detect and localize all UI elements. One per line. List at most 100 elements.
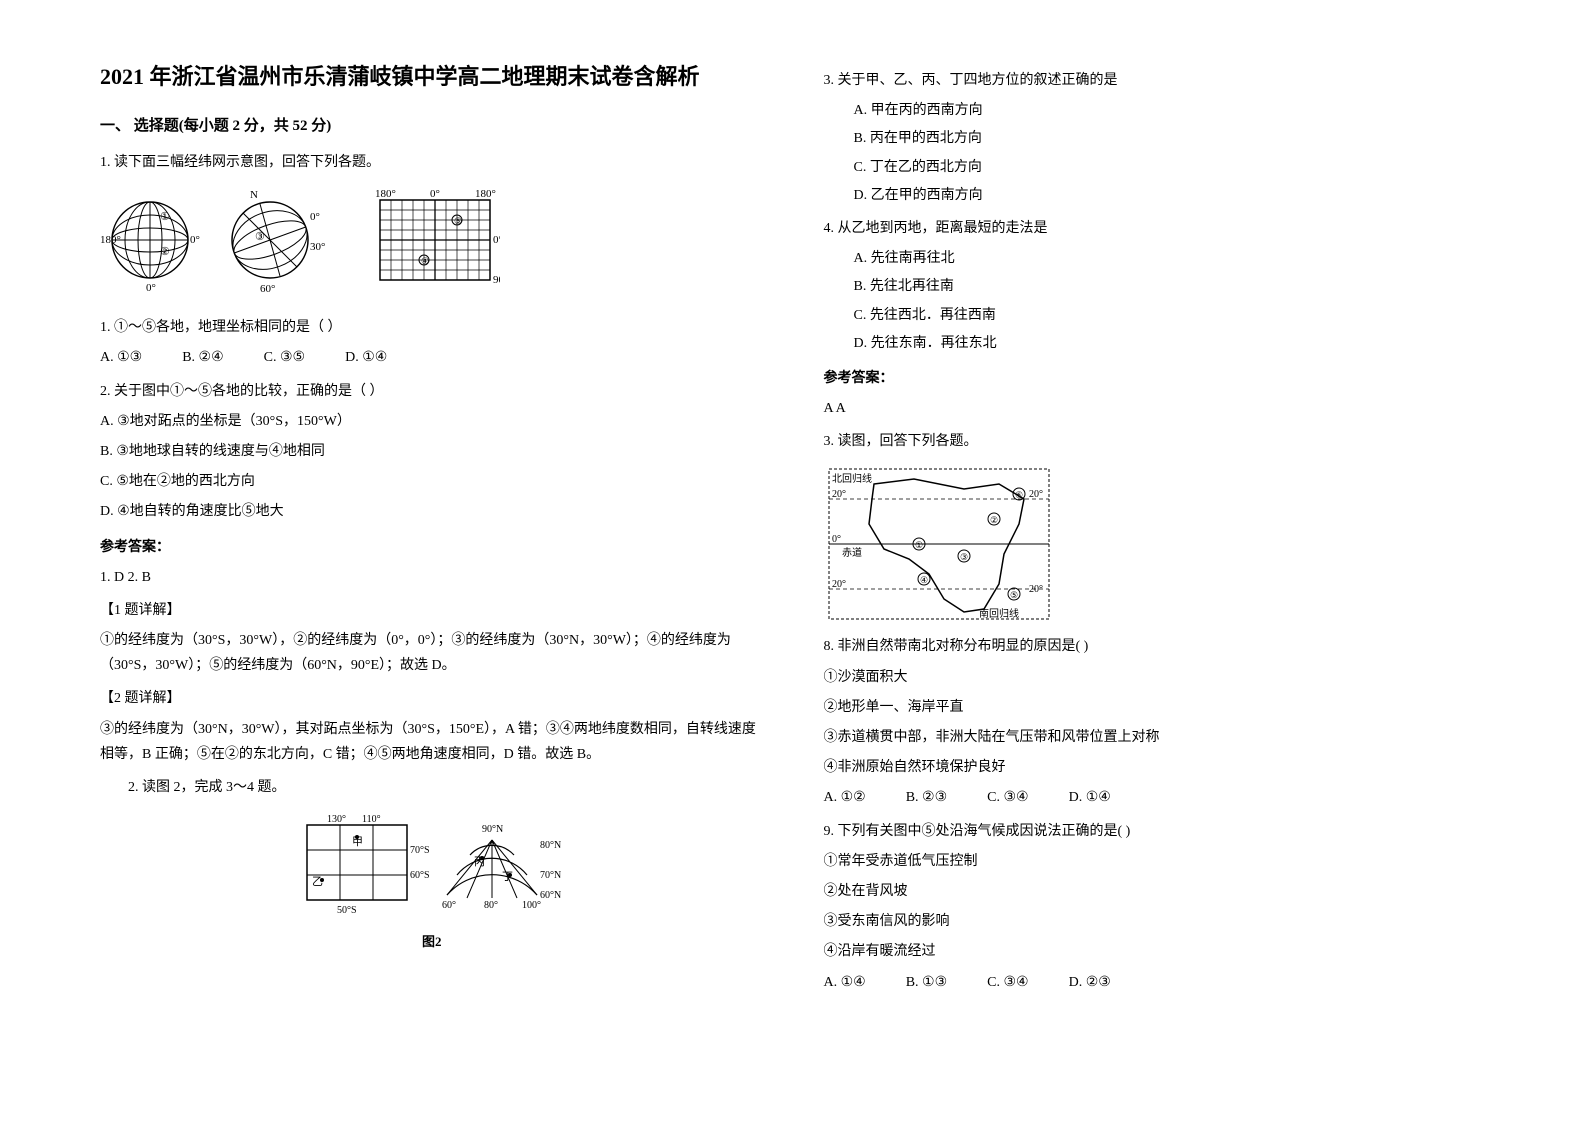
- fig2-50s: 50°S: [337, 905, 357, 916]
- fig2-130: 130°: [327, 814, 346, 825]
- q3-stem: 3. 关于甲、乙、丙、丁四地方位的叙述正确的是: [824, 68, 1488, 93]
- fig2-60: 60°: [442, 900, 456, 911]
- page-container: 2021 年浙江省温州市乐清蒲岐镇中学高二地理期末试卷含解析 一、 选择题(每小…: [100, 60, 1487, 1000]
- q8-s4: ④非洲原始自然环境保护良好: [824, 755, 1488, 780]
- fig2-caption: 图2: [422, 930, 442, 953]
- choice-d: D. ①④: [345, 345, 387, 370]
- figure-1: 180° 0° 0° ① ② N 0° 30° 60° ③: [100, 185, 764, 305]
- fig1-grid-0: 0°: [430, 188, 440, 200]
- fig3-m6: ⑥: [1015, 490, 1023, 500]
- q4-b: B. 先往北再往南: [824, 274, 1488, 299]
- q9-choices: A. ①④ B. ①③ C. ③④ D. ②③: [824, 970, 1488, 995]
- q1-opt2a: A. ③地对跖点的坐标是（30°S，150°W）: [100, 409, 764, 434]
- fig2-70s: 70°S: [410, 845, 430, 856]
- answer-header-1: 参考答案：: [100, 535, 764, 560]
- fig3-m1: ①: [915, 540, 923, 550]
- choice-b: B. ②④: [182, 345, 223, 370]
- fig3-m2: ②: [990, 515, 998, 525]
- fig3-m3: ③: [960, 552, 968, 562]
- fig1-grid-180b: 180°: [475, 188, 496, 200]
- fig3-tropic-n: 北回归线: [832, 472, 872, 485]
- fig1-grid-0b: 0°: [493, 234, 500, 246]
- q3-d: D. 乙在甲的西南方向: [824, 183, 1488, 208]
- q9-s1: ①常年受赤道低气压控制: [824, 849, 1488, 874]
- q8-choice-c: C. ③④: [987, 785, 1028, 810]
- q4-c: C. 先往西北．再往西南: [824, 303, 1488, 328]
- q4-a: A. 先往南再往北: [824, 246, 1488, 271]
- fig1-grid-180a: 180°: [375, 188, 396, 200]
- right-column: 3. 关于甲、乙、丙、丁四地方位的叙述正确的是 A. 甲在丙的西南方向 B. 丙…: [824, 60, 1488, 1000]
- fig2-100: 100°: [522, 900, 541, 911]
- exp1-header: 【1 题详解】: [100, 598, 764, 623]
- fig2-110: 110°: [362, 814, 381, 825]
- fig2-80n: 80°N: [540, 840, 561, 851]
- q8-s1: ①沙漠面积大: [824, 665, 1488, 690]
- q3b-stem: 3. 读图，回答下列各题。: [824, 429, 1488, 454]
- q8-choice-b: B. ②③: [906, 785, 947, 810]
- q8-s3: ③赤道横贯中部，非洲大陆在气压带和风带位置上对称: [824, 725, 1488, 750]
- fig1-label-60: 60°: [260, 283, 275, 295]
- document-title: 2021 年浙江省温州市乐清蒲岐镇中学高二地理期末试卷含解析: [100, 60, 764, 93]
- exp1-text: ①的经纬度为（30°S，30°W），②的经纬度为（0°，0°）；③的经纬度为（3…: [100, 628, 764, 678]
- q3-b: B. 丙在甲的西北方向: [824, 126, 1488, 151]
- fig3-20n: 20°: [832, 489, 846, 500]
- fig1-label-n: N: [250, 189, 258, 201]
- fig3-m4: ④: [920, 575, 928, 585]
- q1-opt2b: B. ③地地球自转的线速度与④地相同: [100, 439, 764, 464]
- q1-stem: 1. 读下面三幅经纬网示意图，回答下列各题。: [100, 150, 764, 175]
- q8-choices: A. ①② B. ②③ C. ③④ D. ①④: [824, 785, 1488, 810]
- answer-header-2: 参考答案：: [824, 366, 1488, 391]
- choice-a: A. ①③: [100, 345, 142, 370]
- q8-stem: 8. 非洲自然带南北对称分布明显的原因是( ): [824, 634, 1488, 659]
- fig1-marker-2: ②: [160, 246, 170, 258]
- figure-2: 130° 110° 70°S 60°S 50°S 甲 乙: [100, 810, 764, 953]
- q9-stem: 9. 下列有关图中⑤处沿海气候成因说法正确的是( ): [824, 819, 1488, 844]
- answer-1: 1. D 2. B: [100, 565, 764, 590]
- fig2-ding: 丁: [502, 871, 513, 883]
- figure-3-svg: 北回归线 20° 0° 赤道 20° 20° 20° 南回归线 ① ② ③ ④ …: [824, 464, 1054, 624]
- figure-2-svg: 130° 110° 70°S 60°S 50°S 甲 乙: [292, 810, 572, 920]
- q1-sub1: 1. ①～⑤各地，地理坐标相同的是（ ）: [100, 315, 764, 340]
- fig1-marker-4: ④: [421, 256, 429, 266]
- q2-stem: 2. 读图 2，完成 3～4 题。: [100, 775, 764, 800]
- fig1-label-180: 180°: [100, 234, 121, 246]
- q9-choice-a: A. ①④: [824, 970, 866, 995]
- fig1-label-0a: 0°: [190, 234, 200, 246]
- q4-d: D. 先往东南．再往东北: [824, 331, 1488, 356]
- exp2-header: 【2 题详解】: [100, 686, 764, 711]
- q3-a: A. 甲在丙的西南方向: [824, 98, 1488, 123]
- q3-c: C. 丁在乙的西北方向: [824, 155, 1488, 180]
- q9-choice-d: D. ②③: [1069, 970, 1111, 995]
- q8-choice-d: D. ①④: [1069, 785, 1111, 810]
- q1-choices1: A. ①③ B. ②④ C. ③⑤ D. ①④: [100, 345, 764, 370]
- fig3-20n-r: 20°: [1029, 489, 1043, 500]
- fig1-grid-90: 90°: [493, 274, 500, 286]
- fig3-tropic-s: 南回归线: [979, 607, 1019, 620]
- section-header: 一、 选择题(每小题 2 分，共 52 分): [100, 113, 764, 140]
- answer-2: A A: [824, 396, 1488, 421]
- fig3-20s: 20°: [832, 579, 846, 590]
- fig2-90n: 90°N: [482, 824, 503, 835]
- q9-choice-b: B. ①③: [906, 970, 947, 995]
- fig1-marker-5: ⑤: [454, 216, 462, 226]
- figure-3: 北回归线 20° 0° 赤道 20° 20° 20° 南回归线 ① ② ③ ④ …: [824, 464, 1488, 624]
- fig1-label-30: 30°: [310, 241, 325, 253]
- fig2-80: 80°: [484, 900, 498, 911]
- fig1-label-0b: 0°: [146, 282, 156, 294]
- fig1-label-0c: 0°: [310, 211, 320, 223]
- fig2-60s: 60°S: [410, 870, 430, 881]
- fig3-m5: ⑤: [1010, 590, 1018, 600]
- fig3-0: 0°: [832, 534, 841, 545]
- q9-s3: ③受东南信风的影响: [824, 909, 1488, 934]
- figure-1-svg: 180° 0° 0° ① ② N 0° 30° 60° ③: [100, 185, 500, 305]
- q1-opt2d: D. ④地自转的角速度比⑤地大: [100, 499, 764, 524]
- q9-choice-c: C. ③④: [987, 970, 1028, 995]
- q8-s2: ②地形单一、海岸平直: [824, 695, 1488, 720]
- q9-s4: ④沿岸有暖流经过: [824, 939, 1488, 964]
- q8-choice-a: A. ①②: [824, 785, 866, 810]
- fig2-60n: 60°N: [540, 890, 561, 901]
- fig1-marker-3: ③: [255, 231, 265, 243]
- fig3-20s-r: 20°: [1029, 584, 1043, 595]
- q9-s2: ②处在背风坡: [824, 879, 1488, 904]
- fig2-70n: 70°N: [540, 870, 561, 881]
